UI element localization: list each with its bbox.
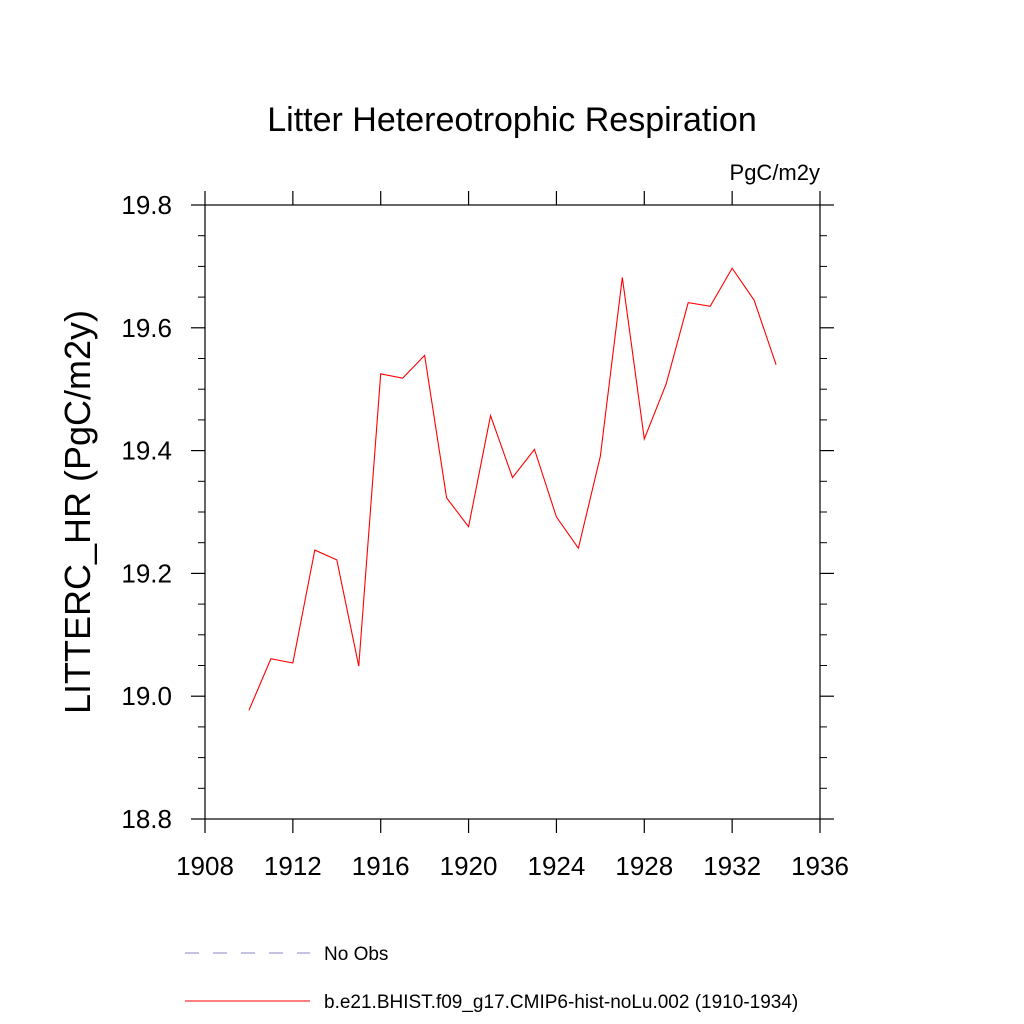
x-tick-label: 1928 [615,851,673,881]
x-tick-label: 1908 [176,851,234,881]
x-tick-label: 1936 [791,851,849,881]
chart-title: Litter Hetereotrophic Respiration [267,101,756,139]
units-label: PgC/m2y [730,160,820,185]
legend-label: b.e21.BHIST.f09_g17.CMIP6-hist-noLu.002 … [324,992,798,1013]
x-tick-label: 1916 [352,851,410,881]
x-tick-label: 1912 [264,851,322,881]
x-tick-label: 1932 [703,851,761,881]
series-layer [248,267,777,711]
legend-label: No Obs [324,944,388,965]
legend: No Obs b.e21.BHIST.f09_g17.CMIP6-hist-noL… [185,944,798,1013]
y-tick-label: 19.8 [121,190,172,220]
y-tick-label: 19.2 [121,558,172,588]
series-line-1 [248,267,777,711]
y-tick-label: 19.0 [121,681,172,711]
y-tick-label: 19.6 [121,313,172,343]
x-tick-label: 1920 [440,851,498,881]
x-tick-label: 1924 [528,851,586,881]
y-tick-label: 18.8 [121,804,172,834]
plot-frame [204,204,821,820]
y-tick-label: 19.4 [121,436,172,466]
axis-ticks: 1908 1912 1916 1920 1924 1928 1932 1936 18.8 19.0… [121,190,849,881]
y-axis-label: LITTERC_HR (PgC/m2y) [57,310,98,714]
